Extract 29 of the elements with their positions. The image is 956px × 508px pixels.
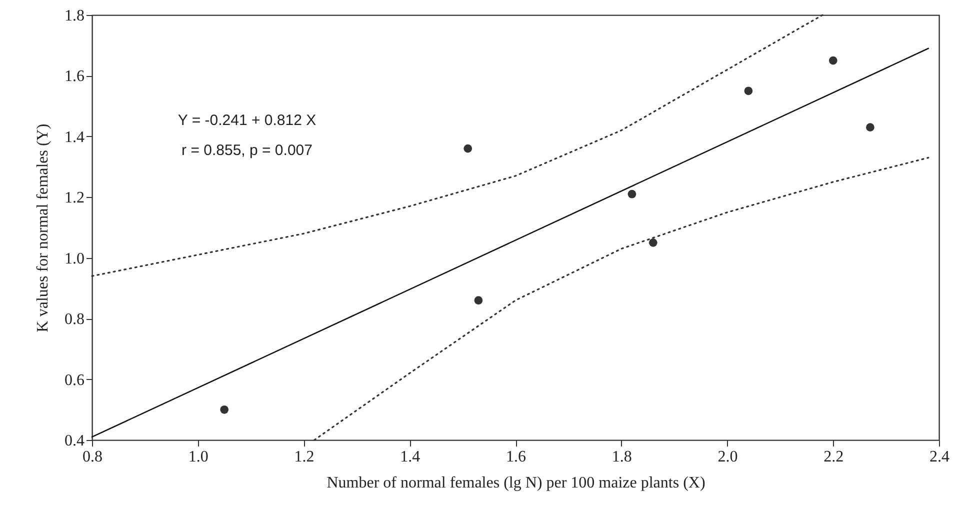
y-axis-title: K values for normal females (Y) (34, 124, 52, 332)
x-tick-label: 2.2 (824, 448, 844, 466)
y-tick-label: 1.8 (64, 8, 84, 24)
y-tick-label: 0.4 (64, 432, 84, 450)
y-tick-label: 0.6 (64, 372, 84, 389)
x-axis-title: Number of normal females (lg N) per 100 maize plants (X) (326, 474, 706, 492)
annotation: Y = -0.241 + 0.812 X (178, 112, 316, 129)
y-tick-label: 1.2 (64, 190, 84, 207)
y-tick-label: 0.8 (64, 311, 84, 328)
point (628, 190, 636, 198)
x-tick-label: 2.4 (930, 448, 950, 466)
point (744, 86, 753, 96)
y-tick-label: 1.6 (64, 68, 84, 86)
x-tick-label: 1.0 (188, 448, 208, 466)
point (866, 123, 874, 132)
point (648, 238, 658, 247)
y-tick-label: 1.4 (64, 128, 84, 146)
point (464, 144, 472, 153)
annotation: r = 0.855, p = 0.007 (182, 142, 312, 159)
point (474, 296, 483, 305)
point (220, 405, 229, 414)
x-tick-label: 1.2 (294, 448, 314, 466)
x-tick-label: 1.8 (612, 448, 632, 466)
x-tick-label: 2.0 (718, 448, 738, 466)
x-tick-label: 0.8 (82, 448, 102, 466)
y-tick-label: 1.0 (64, 250, 84, 268)
point (828, 56, 838, 65)
x-tick-label: 1.6 (506, 448, 526, 466)
x-tick-label: 1.4 (400, 448, 420, 466)
